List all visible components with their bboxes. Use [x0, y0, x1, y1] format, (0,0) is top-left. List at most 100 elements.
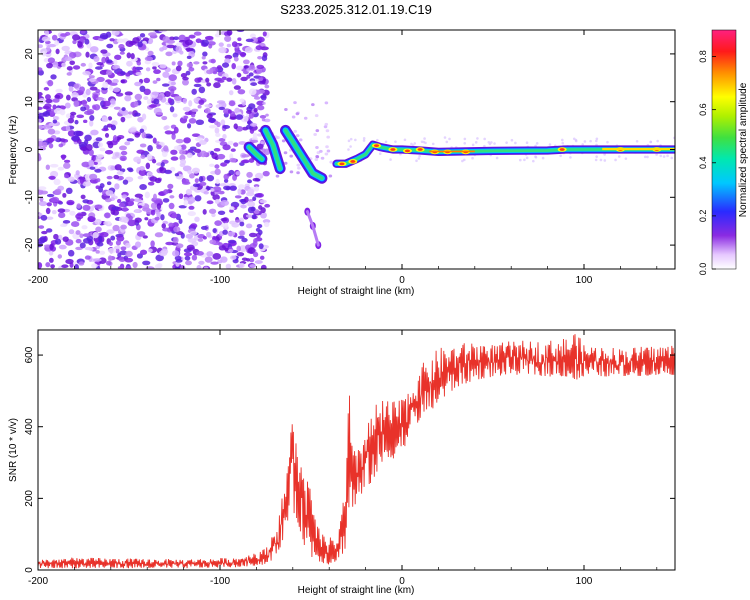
noise-blob — [182, 106, 191, 112]
noise-blob — [88, 159, 94, 166]
noise-blob — [328, 174, 333, 178]
noise-blob — [195, 119, 205, 126]
noise-blob — [264, 84, 270, 89]
noise-blob — [38, 98, 46, 104]
noise-blob — [122, 179, 129, 185]
noise-blob — [82, 181, 92, 187]
noise-blob — [129, 198, 135, 202]
noise-blob — [224, 222, 229, 229]
noise-blob — [136, 149, 145, 154]
noise-blob — [106, 69, 113, 76]
spectrogram-ylabel: Frequency (Hz) — [8, 116, 19, 185]
noise-blob — [248, 64, 256, 71]
noise-blob — [185, 188, 193, 196]
spectrogram-ytick-label: -10 — [24, 190, 35, 205]
noise-blob — [319, 149, 323, 153]
noise-blob — [152, 80, 158, 84]
noise-blob — [147, 181, 155, 186]
noise-blob — [241, 237, 248, 243]
noise-blob — [198, 86, 206, 94]
noise-blob — [252, 196, 257, 202]
noise-blob — [211, 213, 216, 218]
noise-blob — [69, 51, 77, 59]
noise-blob — [179, 154, 186, 161]
trace-halo-dot — [347, 148, 350, 151]
noise-blob — [186, 244, 195, 251]
noise-blob — [132, 261, 138, 269]
noise-blob — [95, 226, 102, 233]
noise-blob — [144, 217, 149, 221]
noise-blob — [108, 85, 113, 91]
noise-blob — [117, 175, 124, 181]
noise-blob — [207, 117, 216, 123]
trace-halo-dot — [431, 142, 435, 146]
noise-blob — [160, 214, 165, 221]
trace-halo-dot — [603, 159, 607, 162]
noise-blob — [116, 235, 125, 242]
noise-blob — [107, 142, 114, 149]
noise-blob — [87, 215, 95, 222]
trace-halo-dot — [523, 158, 526, 162]
noise-blob — [175, 261, 180, 267]
noise-blob — [283, 161, 288, 165]
noise-blob — [166, 44, 176, 49]
noise-blob — [89, 78, 96, 82]
noise-blob — [83, 119, 88, 124]
noise-blob — [245, 223, 253, 229]
noise-blob — [147, 248, 153, 253]
noise-blob — [91, 154, 96, 162]
noise-blob — [233, 142, 239, 147]
noise-blob — [154, 232, 164, 238]
noise-blob — [125, 250, 133, 258]
noise-blob — [166, 39, 176, 44]
noise-blob — [208, 43, 213, 49]
noise-blob — [144, 191, 150, 199]
noise-blob — [188, 205, 195, 210]
noise-blob — [158, 30, 168, 33]
noise-blob — [52, 104, 57, 110]
noise-blob — [161, 150, 168, 158]
colorbar: 0.0 0.2 0.4 0.6 0.8 Normalized spectral ampl… — [698, 29, 749, 275]
noise-blob — [194, 178, 199, 184]
signal-trace-2-layer — [263, 128, 282, 171]
noise-blob — [92, 105, 97, 110]
noise-blob — [94, 168, 102, 173]
noise-blob — [43, 86, 50, 91]
trace-halo-dot — [378, 152, 382, 156]
noise-blob — [223, 178, 229, 183]
noise-blob — [261, 55, 268, 62]
noise-blob — [54, 94, 61, 99]
trace-halo-dot — [349, 137, 353, 141]
trace-halo-dot — [474, 141, 478, 144]
noise-blob — [41, 36, 51, 42]
trace-halo-dot — [569, 156, 572, 159]
noise-blob — [82, 199, 90, 204]
noise-blob — [139, 184, 147, 190]
noise-blob — [64, 102, 71, 109]
noise-blob — [47, 128, 56, 135]
noise-blob — [107, 116, 113, 121]
noise-blob — [162, 71, 170, 78]
noise-blob — [197, 104, 202, 109]
noise-blob — [39, 236, 47, 243]
noise-blob — [51, 209, 57, 215]
noise-blob — [141, 131, 147, 139]
noise-blob — [189, 173, 195, 179]
noise-blob — [98, 235, 103, 243]
noise-blob — [167, 183, 174, 190]
noise-blob — [112, 78, 119, 84]
noise-blob — [139, 249, 148, 255]
noise-blob — [158, 250, 168, 257]
noise-blob — [46, 228, 53, 233]
noise-blob — [250, 122, 258, 127]
noise-blob — [162, 198, 170, 203]
noise-blob — [193, 148, 202, 153]
noise-blob — [75, 238, 82, 244]
noise-blob — [89, 115, 95, 121]
noise-blob — [284, 107, 288, 111]
noise-blob — [62, 236, 69, 243]
noise-blob — [259, 255, 265, 260]
trace-halo-dot — [445, 140, 449, 144]
trace-halo-dot — [603, 153, 606, 156]
noise-blob — [156, 144, 162, 150]
